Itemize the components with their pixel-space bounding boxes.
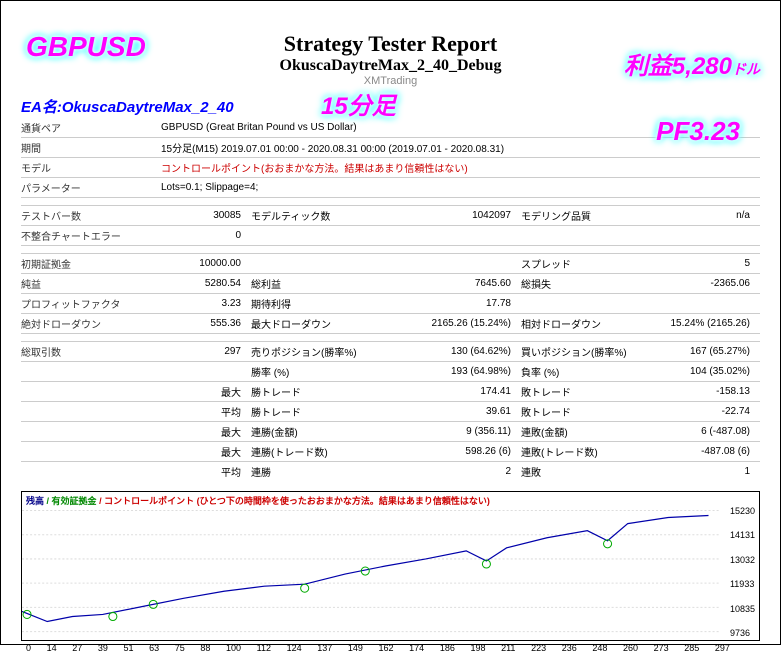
win-value: 193 (64.98%) — [401, 366, 521, 377]
legend-balance: 残高 — [26, 496, 44, 506]
y-tick-label: 10835 — [730, 604, 755, 614]
chart-svg — [22, 492, 759, 640]
mismatch-value: 0 — [161, 230, 251, 241]
pf-label: プロフィットファクタ — [21, 296, 161, 311]
overlay-15min: 15分足 — [321, 86, 396, 121]
short-label: 売りポジション(勝率%) — [251, 344, 401, 359]
netprofit-value: 5280.54 — [161, 278, 251, 289]
winavg-label: 勝トレード — [251, 404, 401, 419]
chart-x-labels: 0142739516375881001121241371491621741861… — [1, 641, 780, 653]
reldd-value: 15.24% (2165.26) — [651, 318, 760, 329]
conlossp-label: 連敗(トレード数) — [521, 444, 651, 459]
overlay-gbpusd: GBPUSD — [26, 31, 146, 63]
avg-prefix2: 平均 — [161, 464, 251, 479]
short-value: 130 (64.62%) — [401, 346, 521, 357]
maxdd-label: 最大ドローダウン — [251, 316, 401, 331]
overlay-profit: 利益5,280ドル — [624, 46, 760, 81]
avg-prefix: 平均 — [161, 404, 251, 419]
chart-legend: 残高 / 有効証拠金 / コントロールポイント (ひとつ下の時間枠を使ったおおま… — [26, 494, 490, 507]
y-tick-label: 13032 — [730, 555, 755, 565]
avgloss-label: 連敗 — [521, 464, 651, 479]
grossprofit-value: 7645.60 — [401, 278, 521, 289]
legend-equity: / 有効証拠金 — [47, 496, 97, 506]
conloss-value: 6 (-487.08) — [651, 426, 760, 437]
legend-control: / コントロールポイント (ひとつ下の時間枠を使ったおおまかな方法。結果はあまり… — [99, 496, 490, 506]
long-value: 167 (65.27%) — [651, 346, 760, 357]
y-tick-label: 15230 — [730, 506, 755, 516]
y-tick-label: 9736 — [730, 628, 755, 638]
lossavg-value: -22.74 — [651, 406, 760, 417]
equity-chart: 残高 / 有効証拠金 / コントロールポイント (ひとつ下の時間枠を使ったおおま… — [21, 491, 760, 641]
pf-value: 3.23 — [161, 298, 251, 309]
long-label: 買いポジション(勝率%) — [521, 344, 651, 359]
report-table: 通貨ペア GBPUSD (Great Britan Pound vs US Do… — [1, 117, 780, 481]
lossavg-label: 敗トレード — [521, 404, 651, 419]
absdd-value: 555.36 — [161, 318, 251, 329]
ticks-value: 1042097 — [401, 210, 521, 221]
grossloss-label: 総損失 — [521, 276, 651, 291]
avgwin-value: 2 — [401, 466, 521, 477]
conwin-label: 連勝(金額) — [251, 424, 401, 439]
total-label: 総取引数 — [21, 344, 161, 359]
max-prefix3: 最大 — [161, 444, 251, 459]
spread-label: スプレッド — [521, 256, 651, 271]
overlay-ea-name: EA名:OkuscaDaytreMax_2_40 — [21, 96, 234, 117]
grossloss-value: -2365.06 — [651, 278, 760, 289]
model-value: コントロールポイント(おおまかな方法。結果はあまり信頼性はない) — [161, 160, 468, 175]
absdd-label: 絶対ドローダウン — [21, 316, 161, 331]
mismatch-label: 不整合チャートエラー — [21, 228, 161, 243]
max-prefix2: 最大 — [161, 424, 251, 439]
reldd-label: 相対ドローダウン — [521, 316, 651, 331]
maxdd-value: 2165.26 (15.24%) — [401, 318, 521, 329]
bars-label: テストバー数 — [21, 208, 161, 223]
winavg-value: 39.61 — [401, 406, 521, 417]
max-prefix: 最大 — [161, 384, 251, 399]
deposit-value: 10000.00 — [161, 258, 251, 269]
loss-label: 負率 (%) — [521, 364, 651, 379]
conloss-label: 連敗(金額) — [521, 424, 651, 439]
quality-label: モデリング品質 — [521, 208, 651, 223]
y-tick-label: 14131 — [730, 530, 755, 540]
spread-value: 5 — [651, 258, 760, 269]
deposit-label: 初期証拠金 — [21, 256, 161, 271]
winmax-value: 174.41 — [401, 386, 521, 397]
model-label: モデル — [21, 160, 161, 175]
netprofit-label: 純益 — [21, 276, 161, 291]
total-value: 297 — [161, 346, 251, 357]
quality-value: n/a — [651, 210, 760, 221]
conwinp-value: 598.26 (6) — [401, 446, 521, 457]
pair-value: GBPUSD (Great Britan Pound vs US Dollar) — [161, 122, 357, 133]
lossmax-value: -158.13 — [651, 386, 760, 397]
win-label: 勝率 (%) — [251, 364, 401, 379]
ticks-label: モデルティック数 — [251, 208, 401, 223]
expected-value: 17.78 — [401, 298, 521, 309]
overlay-pf: PF3.23 — [656, 116, 740, 147]
avgloss-value: 1 — [651, 466, 760, 477]
period-label: 期間 — [21, 140, 161, 155]
bars-value: 30085 — [161, 210, 251, 221]
lossmax-label: 敗トレード — [521, 384, 651, 399]
conlossp-value: -487.08 (6) — [651, 446, 760, 457]
winmax-label: 勝トレード — [251, 384, 401, 399]
loss-value: 104 (35.02%) — [651, 366, 760, 377]
overlay-profit-val: 利益5,280 — [624, 53, 732, 80]
chart-y-labels: 15230 14131 13032 11933 10835 9736 — [730, 492, 755, 640]
avgwin-label: 連勝 — [251, 464, 401, 479]
expected-label: 期待利得 — [251, 296, 401, 311]
conwin-value: 9 (356.11) — [401, 426, 521, 437]
y-tick-label: 11933 — [730, 579, 755, 589]
grossprofit-label: 総利益 — [251, 276, 401, 291]
param-value: Lots=0.1; Slippage=4; — [161, 182, 258, 193]
period-value: 15分足(M15) 2019.07.01 00:00 - 2020.08.31 … — [161, 140, 504, 155]
overlay-profit-unit: ドル — [732, 61, 760, 77]
conwinp-label: 連勝(トレード数) — [251, 444, 401, 459]
param-label: パラメーター — [21, 180, 161, 195]
pair-label: 通貨ペア — [21, 120, 161, 135]
